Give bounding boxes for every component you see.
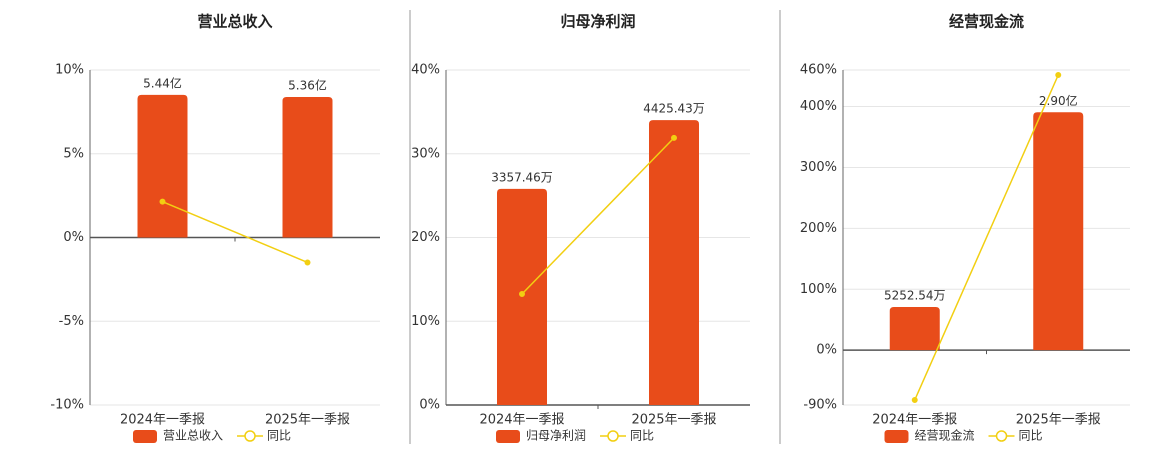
y-tick-label: -90% [803,398,837,413]
y-tick-label: 0% [816,343,837,358]
x-tick-label: 2024年一季报 [120,413,205,428]
legend-swatch [244,430,256,442]
legend-swatch [995,430,1008,442]
legend-label: 营业总收入 [163,429,223,443]
chart-title: 归母净利润 [560,13,635,31]
y-tick-label: -5% [59,314,84,329]
line-point [519,291,525,298]
bar [282,96,333,238]
legend-label: 同比 [1019,429,1043,443]
legend-swatch [133,430,157,443]
y-tick-label: 10% [411,314,440,329]
bar [1033,112,1084,351]
y-tick-label: 0% [419,398,440,413]
legend-swatch [607,430,619,442]
legend-label: 归母净利润 [526,429,586,443]
y-tick-label: 40% [411,63,440,78]
x-tick-label: 2024年一季报 [479,413,564,428]
bar [889,307,940,351]
x-tick-label: 2025年一季报 [265,413,350,428]
line-point [911,397,918,404]
legend-label: 同比 [630,429,654,443]
y-tick-label: 400% [800,99,837,114]
line [914,74,1059,401]
line-point [1055,71,1062,78]
line [162,200,308,264]
y-tick-label: 5% [63,146,84,161]
legend-swatch [496,430,520,443]
legend-label: 同比 [267,429,291,443]
x-tick-label: 2024年一季报 [872,413,957,428]
data-label: 5.44亿 [143,75,182,90]
data-label: 5.36亿 [288,77,327,92]
data-label: 3357.46万 [491,170,553,184]
bar [137,94,188,238]
y-tick-label: -10% [50,398,84,413]
bar [649,120,699,405]
y-tick-label: 460% [800,63,837,78]
y-tick-label: 30% [411,146,440,161]
line-point [671,134,677,141]
y-tick-label: 10% [55,63,84,78]
x-tick-label: 2025年一季报 [1016,413,1101,428]
data-label: 4425.43万 [643,102,705,116]
legend-swatch [884,430,909,443]
line-point [159,198,166,205]
data-label: 5252.54万 [884,289,946,303]
line [521,137,675,295]
y-tick-label: 20% [411,230,440,245]
legend-label: 经营现金流 [915,428,975,443]
y-tick-label: 0% [63,230,84,245]
y-tick-label: 100% [800,282,837,297]
x-tick-label: 2025年一季报 [631,413,716,428]
y-tick-label: 200% [800,221,837,236]
line-point [304,259,311,266]
y-tick-label: 300% [800,160,837,175]
chart-title: 经营现金流 [949,13,1024,31]
chart-title: 营业总收入 [197,13,272,31]
